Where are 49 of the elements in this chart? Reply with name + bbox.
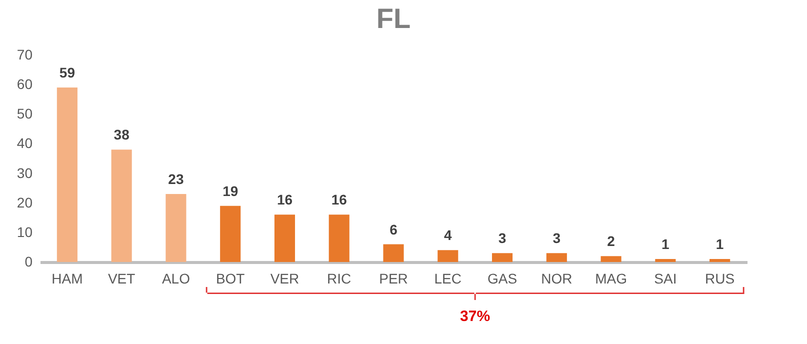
text: 37%	[459, 308, 492, 325]
y-tick-label: 20	[16, 194, 33, 210]
bar	[438, 250, 458, 262]
x-tick-label: VET	[108, 270, 136, 286]
y-tick-label: 50	[16, 106, 33, 122]
x-tick-label: PER	[379, 270, 408, 286]
data-label: 1	[716, 236, 724, 252]
x-tick-label: NOR	[541, 270, 572, 286]
x-tick-label: HAM	[52, 270, 83, 286]
bar	[655, 259, 676, 262]
data-label: 6	[390, 221, 398, 238]
x-tick-label: RUS	[705, 270, 735, 286]
bar	[111, 150, 132, 262]
data-label: 3	[498, 230, 506, 246]
bar	[546, 253, 567, 262]
bar	[56, 88, 78, 262]
bar	[328, 214, 350, 262]
x-tick-label: BOT	[216, 270, 246, 286]
x-tick-label: ALO	[162, 270, 190, 286]
y-tick-label: 40	[16, 135, 33, 152]
bar	[492, 253, 513, 262]
data-label: 16	[331, 192, 348, 208]
data-label: 4	[444, 227, 452, 244]
bar	[274, 214, 296, 262]
x-tick-label: VER	[270, 270, 300, 286]
data-label: 38	[114, 126, 130, 143]
data-label: 3	[552, 230, 561, 246]
y-tick-label: 30	[16, 164, 33, 181]
x-tick-label: GAS	[487, 270, 518, 286]
data-label: 59	[59, 64, 76, 81]
x-tick-label: SAI	[654, 270, 677, 286]
y-tick-label: 70	[16, 46, 33, 62]
x-tick-label: RIC	[327, 270, 352, 286]
y-tick-label: 10	[16, 224, 33, 240]
bar	[166, 194, 186, 262]
chart-title: FL	[376, 3, 411, 34]
x-tick-label: LEC	[434, 270, 462, 286]
data-label: 23	[168, 170, 184, 187]
data-label: 1	[662, 236, 670, 252]
data-label: 2	[607, 233, 616, 250]
data-label: 16	[276, 192, 293, 208]
x-tick-label: MAG	[595, 270, 627, 286]
y-tick-label: 0	[24, 254, 33, 270]
y-tick-label: 60	[16, 76, 33, 92]
bar	[600, 256, 622, 262]
data-label: 19	[222, 182, 238, 199]
bar	[710, 259, 730, 262]
bar	[220, 206, 241, 262]
bar	[383, 244, 404, 262]
